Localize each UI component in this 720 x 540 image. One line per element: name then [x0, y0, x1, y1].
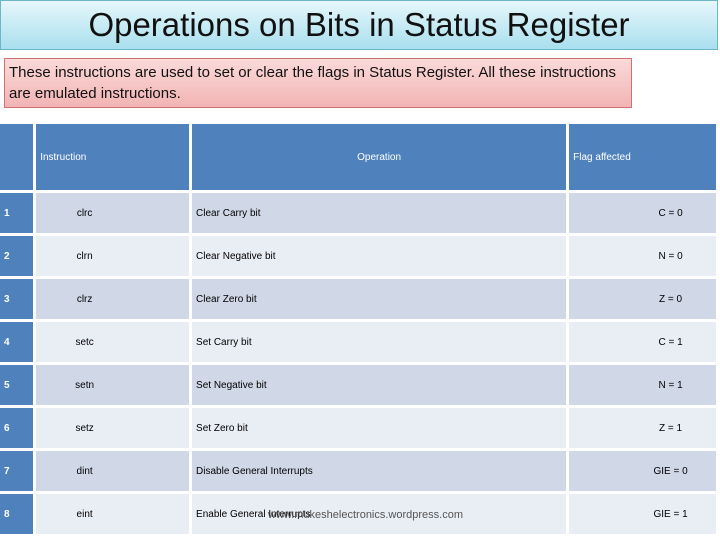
table-cell: C = 0 [569, 193, 716, 233]
row-number: 3 [0, 279, 34, 319]
header-cell: Operation [192, 124, 567, 190]
table-cell: clrz [36, 279, 190, 319]
row-number: 7 [0, 451, 34, 491]
table-cell: Set Carry bit [192, 322, 567, 362]
table-cell: setc [36, 322, 190, 362]
table-cell: C = 1 [569, 322, 716, 362]
table-row: 5 setn Set Negative bit N = 1 [0, 365, 716, 405]
table-cell: eint [36, 494, 190, 534]
row-number: 6 [0, 408, 34, 448]
table-cell: Clear Zero bit [192, 279, 567, 319]
row-number: 8 [0, 494, 34, 534]
table-cell: N = 0 [569, 236, 716, 276]
table-cell: setn [36, 365, 190, 405]
header-cell [0, 124, 34, 190]
header-cell: Instruction [36, 124, 190, 190]
table-row: 6 setz Set Zero bit Z = 1 [0, 408, 716, 448]
table-row: 3 clrz Clear Zero bit Z = 0 [0, 279, 716, 319]
header-row: Instruction Operation Flag affected [0, 124, 716, 190]
table-cell: setz [36, 408, 190, 448]
row-number: 4 [0, 322, 34, 362]
table-row: 4 setc Set Carry bit C = 1 [0, 322, 716, 362]
table-row: 8 eint Enable General Interrupts GIE = 1 [0, 494, 716, 534]
table-cell: Set Negative bit [192, 365, 567, 405]
table-cell: GIE = 1 [569, 494, 716, 534]
table-row: 2 clrn Clear Negative bit N = 0 [0, 236, 716, 276]
instruction-table: Instruction Operation Flag affected 1 clrc C… [0, 121, 719, 537]
table-row: 7 dint Disable General Interrupts GIE = 0 [0, 451, 716, 491]
table-cell: Z = 1 [569, 408, 716, 448]
table-cell: Clear Negative bit [192, 236, 567, 276]
table-cell: Enable General Interrupts [192, 494, 567, 534]
header-cell: Flag affected [569, 124, 716, 190]
table-cell: Z = 0 [569, 279, 716, 319]
table-cell: N = 1 [569, 365, 716, 405]
row-number: 5 [0, 365, 34, 405]
table-cell: clrc [36, 193, 190, 233]
table-cell: Set Zero bit [192, 408, 567, 448]
table-cell: clrn [36, 236, 190, 276]
row-number: 2 [0, 236, 34, 276]
table-row: 1 clrc Clear Carry bit C = 0 [0, 193, 716, 233]
table-cell: dint [36, 451, 190, 491]
intro-text: These instructions are used to set or cl… [4, 58, 632, 108]
table-cell: GIE = 0 [569, 451, 716, 491]
table-cell: Clear Carry bit [192, 193, 567, 233]
watermark: www.mukeshelectronics.wordpress.com [268, 509, 464, 521]
row-number: 1 [0, 193, 34, 233]
slide-title: Operations on Bits in Status Register [0, 0, 718, 50]
table-cell: Disable General Interrupts [192, 451, 567, 491]
